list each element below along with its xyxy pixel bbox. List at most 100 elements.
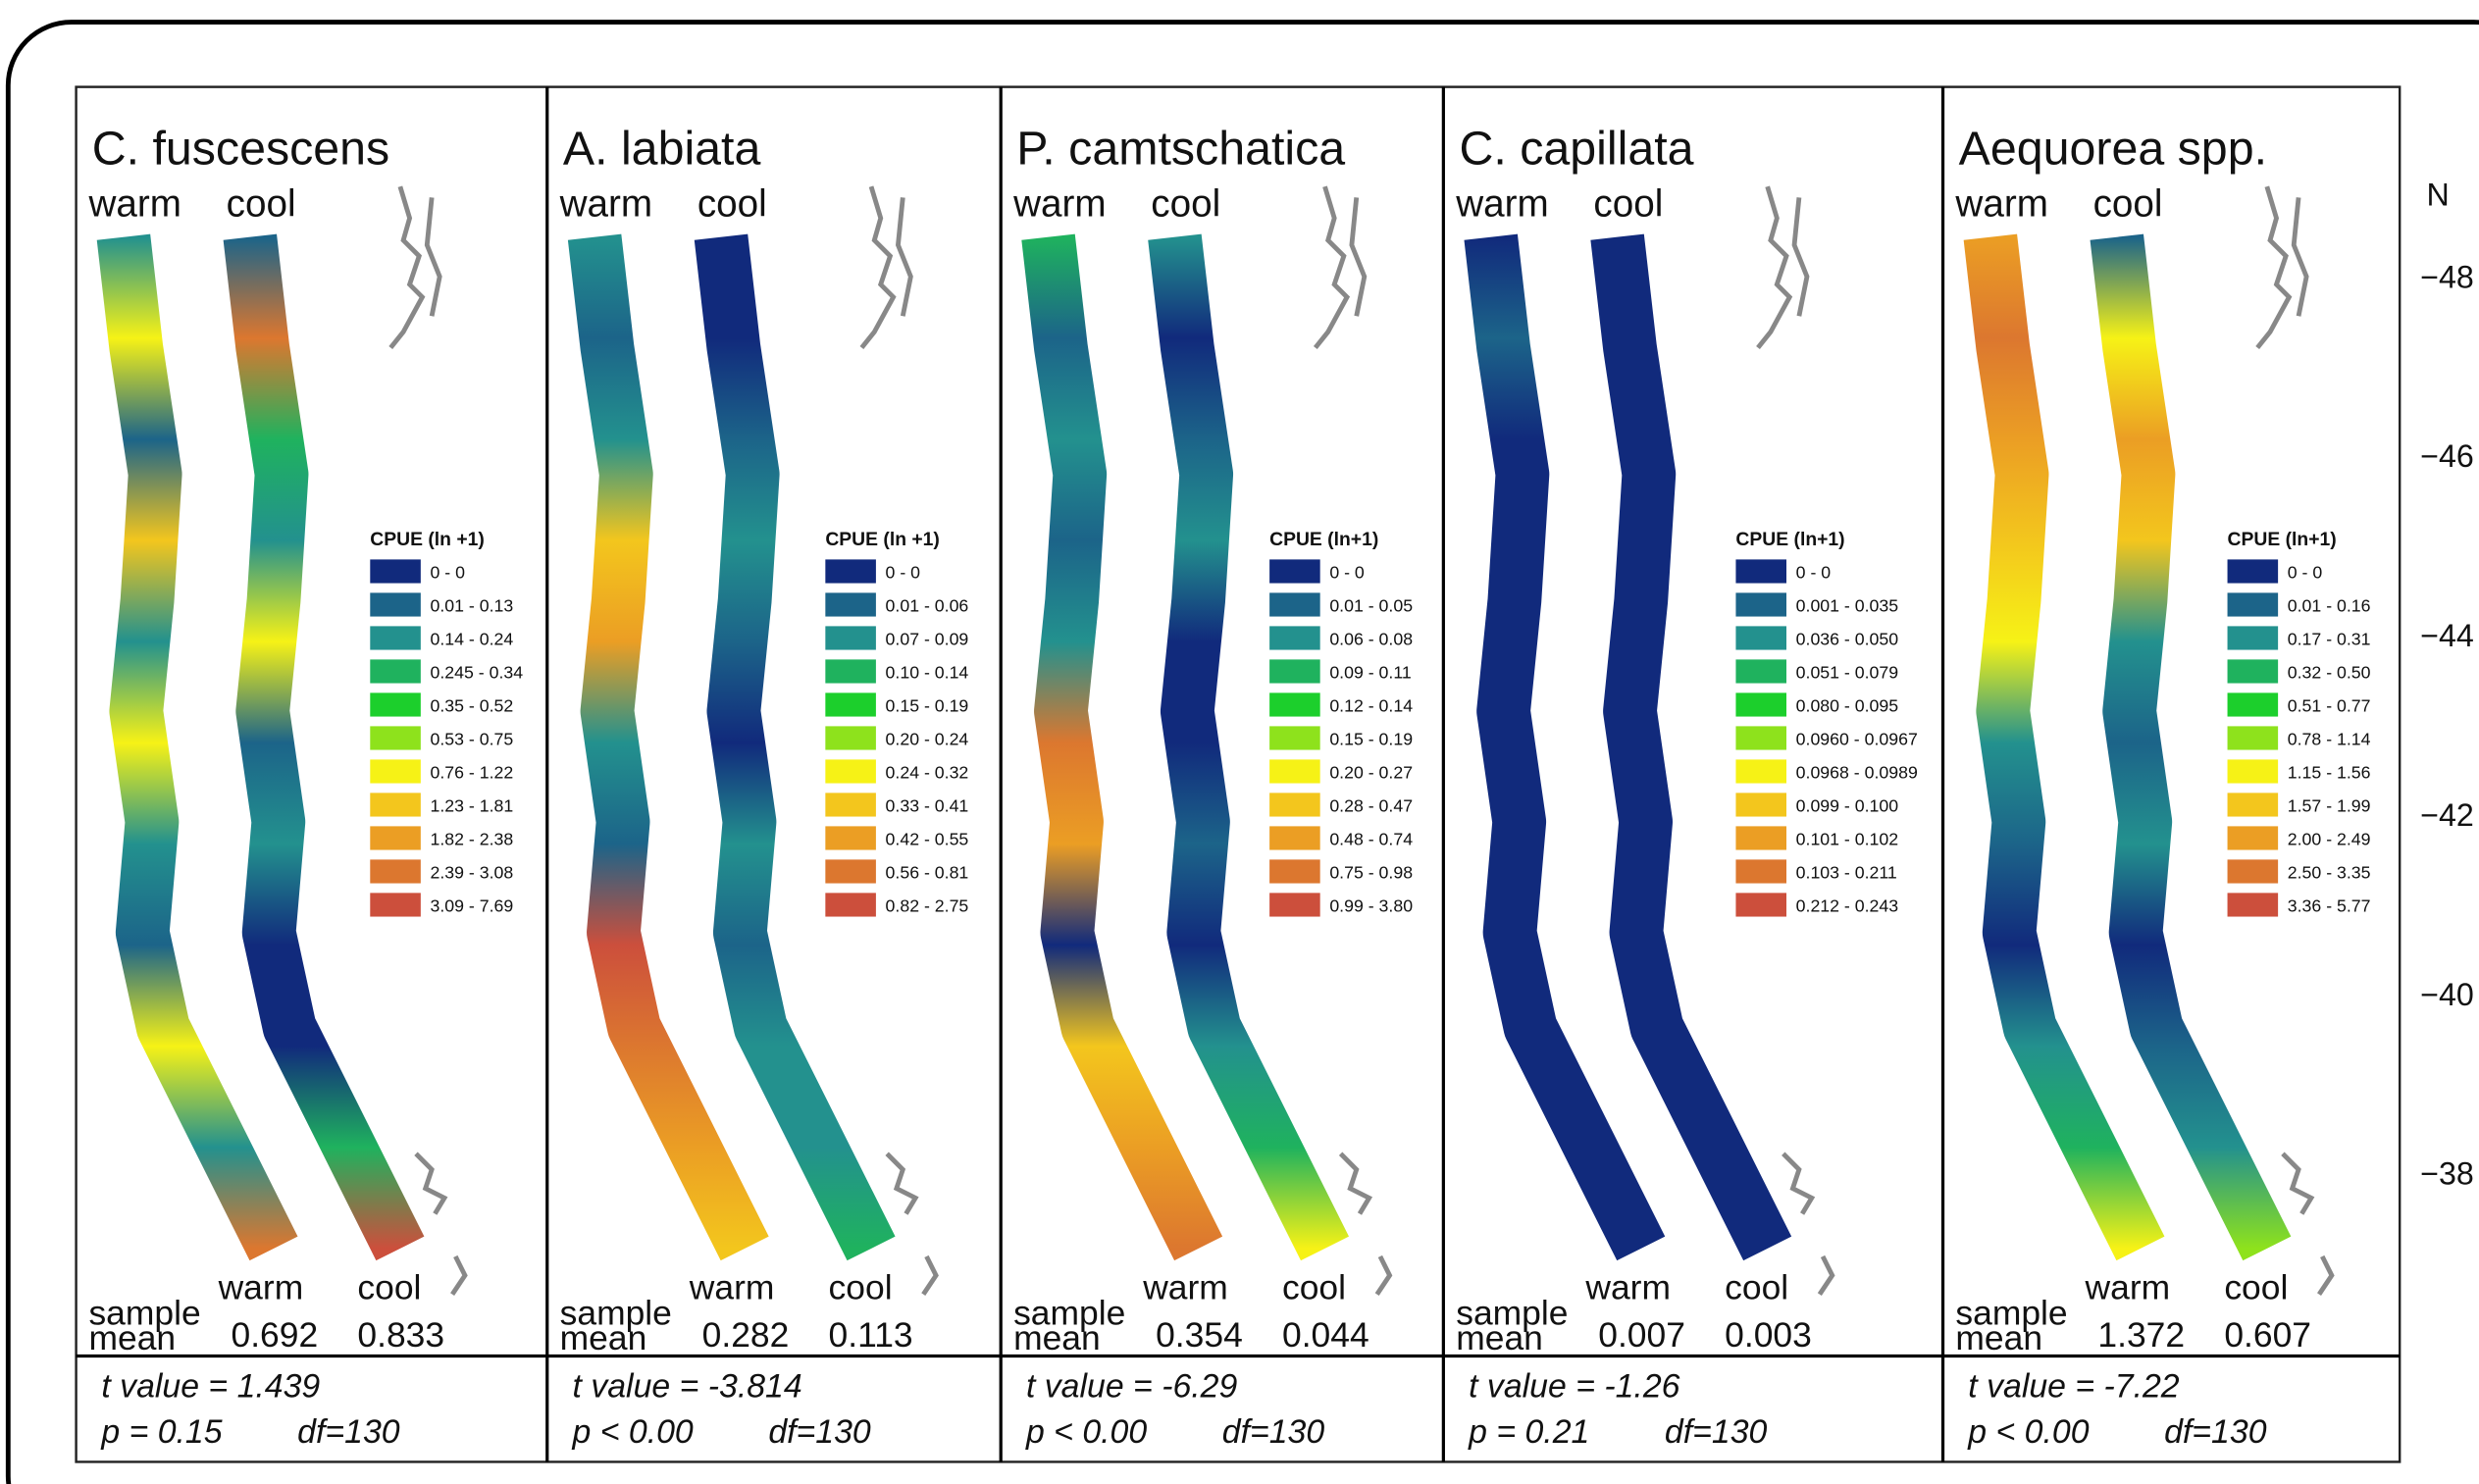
p-value: p < 0.00 — [572, 1413, 694, 1451]
legend-label: 0.06 - 0.08 — [1329, 630, 1413, 649]
warm-mean: 0.692 — [231, 1315, 318, 1355]
latitude-tick: −40 — [2420, 977, 2474, 1012]
t-value: t value = 1.439 — [101, 1367, 320, 1405]
legend-label: 0 - 0 — [431, 563, 466, 583]
legend-title: CPUE (ln+1) — [1735, 530, 1844, 550]
t-value: t value = -7.22 — [1968, 1367, 2180, 1405]
legend-swatch — [370, 893, 421, 916]
legend-swatch — [1735, 793, 1786, 816]
p-value: p = 0.21 — [1468, 1413, 1589, 1451]
legend-swatch — [370, 559, 421, 583]
legend-swatch — [1735, 692, 1786, 716]
legend-swatch — [2228, 859, 2279, 883]
legend-label: 0.10 - 0.14 — [886, 663, 969, 683]
legend-swatch — [1269, 626, 1320, 649]
legend-swatch — [1735, 859, 1786, 883]
legend-label: 0.76 - 1.22 — [431, 763, 514, 783]
page: C. fuscescenswarmcoolCPUE (ln +1)0 - 00.… — [0, 0, 2479, 1484]
legend-swatch — [370, 692, 421, 716]
legend-swatch — [1269, 726, 1320, 749]
legend-swatch — [2228, 793, 2279, 816]
legend-label: 3.36 - 5.77 — [2288, 896, 2371, 916]
figure: C. fuscescenswarmcoolCPUE (ln +1)0 - 00.… — [0, 0, 2479, 1484]
legend-swatch — [825, 826, 876, 849]
legend-label: 0.24 - 0.32 — [886, 763, 969, 783]
legend-label: 0 - 0 — [886, 563, 921, 583]
legend-label: 0.32 - 0.50 — [2288, 663, 2371, 683]
p-value: p = 0.15 — [100, 1413, 222, 1451]
legend-swatch — [825, 726, 876, 749]
legend-swatch — [1735, 592, 1786, 616]
cool-label: cool — [227, 183, 296, 226]
legend-label: 0.53 - 0.75 — [431, 730, 514, 749]
legend-label: 0.35 - 0.52 — [431, 696, 514, 716]
latitude-tick: −38 — [2420, 1156, 2474, 1192]
legend-swatch — [825, 692, 876, 716]
legend-swatch — [1735, 893, 1786, 916]
legend-swatch — [370, 859, 421, 883]
legend-label: 0.0968 - 0.0989 — [1796, 763, 1918, 783]
mean-label: mean — [1013, 1318, 1101, 1357]
latitude-tick: −48 — [2420, 259, 2474, 294]
legend-swatch — [370, 626, 421, 649]
legend-swatch — [370, 659, 421, 683]
cool-mean: 0.607 — [2224, 1315, 2311, 1355]
legend-label: 0.212 - 0.243 — [1796, 896, 1899, 916]
mean-label: mean — [560, 1318, 647, 1357]
warm-label: warm — [218, 1267, 304, 1306]
legend-label: 2.39 - 3.08 — [431, 863, 514, 883]
warm-label: warm — [87, 183, 181, 226]
legend-label: 0.080 - 0.095 — [1796, 696, 1899, 716]
warm-mean: 0.354 — [1156, 1315, 1243, 1355]
cool-label: cool — [1725, 1267, 1788, 1306]
legend-swatch — [2228, 893, 2279, 916]
legend-swatch — [1269, 759, 1320, 783]
legend-label: 0.12 - 0.14 — [1329, 696, 1413, 716]
df-value: df=130 — [1222, 1413, 1325, 1451]
legend-label: 0.15 - 0.19 — [886, 696, 969, 716]
legend-label: 0.036 - 0.050 — [1796, 630, 1899, 649]
legend-swatch — [825, 759, 876, 783]
warm-label: warm — [2085, 1267, 2171, 1306]
warm-label: warm — [1584, 1267, 1671, 1306]
t-value: t value = -6.29 — [1026, 1367, 1238, 1405]
legend-swatch — [1735, 559, 1786, 583]
df-value: df=130 — [768, 1413, 871, 1451]
legend-swatch — [2228, 726, 2279, 749]
cool-mean: 0.044 — [1282, 1315, 1369, 1355]
legend-swatch — [2228, 759, 2279, 783]
warm-label: warm — [689, 1267, 775, 1306]
legend-label: 0.01 - 0.05 — [1329, 596, 1413, 616]
legend-label: 0.17 - 0.31 — [2288, 630, 2371, 649]
legend-label: 0.28 - 0.47 — [1329, 796, 1413, 816]
legend-swatch — [1735, 726, 1786, 749]
legend-swatch — [825, 592, 876, 616]
legend-label: 0.14 - 0.24 — [431, 630, 514, 649]
legend-swatch — [1269, 692, 1320, 716]
legend-title: CPUE (ln+1) — [1269, 530, 1378, 550]
legend-swatch — [1269, 826, 1320, 849]
df-value: df=130 — [2164, 1413, 2267, 1451]
latitude-tick: −42 — [2420, 797, 2474, 833]
legend-label: 1.82 - 2.38 — [431, 830, 514, 849]
t-value: t value = -3.814 — [573, 1367, 802, 1405]
legend-label: 0.245 - 0.34 — [431, 663, 524, 683]
cool-mean: 0.113 — [829, 1315, 913, 1355]
mean-label: mean — [1955, 1318, 2042, 1357]
mean-label: mean — [88, 1318, 176, 1357]
legend-label: 3.09 - 7.69 — [431, 896, 514, 916]
legend-label: 2.50 - 3.35 — [2288, 863, 2371, 883]
df-value: df=130 — [1665, 1413, 1768, 1451]
legend-swatch — [370, 759, 421, 783]
legend-swatch — [1269, 893, 1320, 916]
warm-label: warm — [1142, 1267, 1228, 1306]
panel-title: C. capillata — [1459, 123, 1693, 176]
legend-swatch — [2228, 826, 2279, 849]
legend-swatch — [1269, 659, 1320, 683]
legend-label: 0.78 - 1.14 — [2288, 730, 2371, 749]
legend-label: 0.99 - 3.80 — [1329, 896, 1413, 916]
legend-label: 0.01 - 0.13 — [431, 596, 514, 616]
axis-label: N — [2427, 177, 2450, 212]
legend-title: CPUE (ln +1) — [825, 530, 940, 550]
legend-swatch — [1269, 592, 1320, 616]
